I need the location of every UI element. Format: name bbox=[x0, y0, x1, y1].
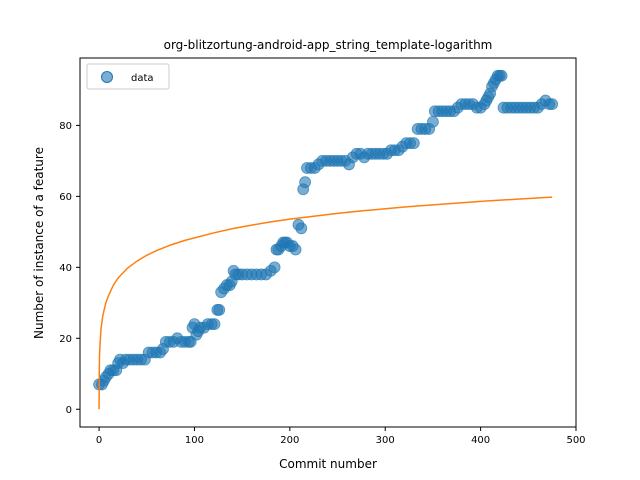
plot-area: 0 100 200 300 400 500 0 20 40 60 80 bbox=[59, 57, 586, 446]
data-point bbox=[407, 137, 420, 150]
x-tick-label: 100 bbox=[185, 435, 204, 446]
y-tick-label: 20 bbox=[59, 334, 72, 345]
x-tick-label: 0 bbox=[96, 435, 102, 446]
x-axis-label: Commit number bbox=[279, 457, 377, 471]
y-tick-label: 0 bbox=[66, 405, 72, 416]
x-tick-label: 500 bbox=[566, 435, 585, 446]
legend-marker-data bbox=[101, 71, 113, 83]
data-point bbox=[289, 243, 302, 256]
data-point bbox=[268, 261, 281, 274]
data-point bbox=[495, 69, 508, 82]
y-axis-label: Number of instance of a feature bbox=[32, 147, 46, 339]
y-tick-label: 40 bbox=[59, 263, 72, 274]
series-layer bbox=[93, 69, 559, 410]
fit-line bbox=[98, 196, 553, 410]
x-tick-label: 300 bbox=[376, 435, 395, 446]
chart-title: org-blitzortung-android-app_string_templ… bbox=[164, 38, 493, 52]
x-axis-ticks: 0 100 200 300 400 500 bbox=[96, 427, 586, 446]
axes-frame bbox=[79, 57, 577, 428]
legend: data bbox=[86, 63, 170, 90]
data-point bbox=[208, 318, 221, 331]
y-axis-ticks: 0 20 40 60 80 bbox=[59, 121, 80, 416]
legend-box bbox=[86, 63, 170, 90]
x-tick-label: 400 bbox=[471, 435, 490, 446]
x-tick-label: 200 bbox=[280, 435, 299, 446]
y-tick-label: 60 bbox=[59, 192, 72, 203]
y-tick-label: 80 bbox=[59, 121, 72, 132]
data-point bbox=[295, 222, 308, 235]
legend-label-data: data bbox=[131, 73, 154, 84]
data-point bbox=[427, 115, 439, 128]
data-point bbox=[546, 98, 559, 111]
data-point bbox=[213, 304, 226, 316]
data-point bbox=[299, 176, 312, 189]
